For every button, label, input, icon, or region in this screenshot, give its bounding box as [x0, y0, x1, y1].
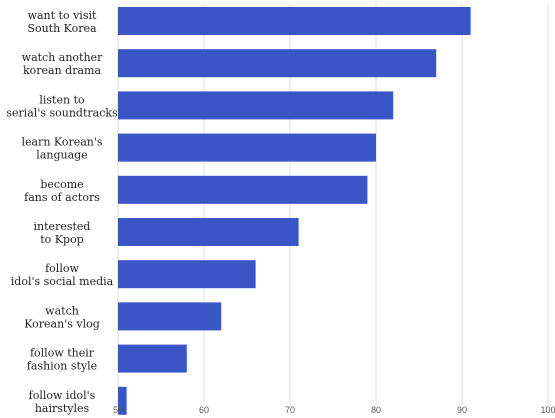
category-label-line: watch	[45, 304, 79, 317]
category-label: follow idol's hairstyles	[29, 389, 96, 415]
bar	[118, 49, 437, 78]
bar	[118, 133, 376, 162]
x-tick-label: 50	[113, 405, 123, 415]
bars	[118, 7, 471, 415]
category-label-line: interested	[34, 220, 91, 233]
category-label-line: want to visit	[28, 9, 97, 22]
category-label-line: idol's social media	[11, 275, 114, 288]
category-label: follow idol's social media	[11, 262, 114, 288]
bar	[118, 344, 187, 373]
bar	[118, 7, 471, 35]
x-tick-label: 80	[371, 405, 381, 415]
x-tick-label: 90	[457, 405, 467, 415]
bar	[118, 260, 256, 289]
category-label-line: follow their	[30, 347, 95, 360]
category-label-line: hairstyles	[35, 402, 90, 415]
category-label: interested to Kpop	[34, 220, 91, 246]
bar	[118, 91, 394, 120]
category-label: want to visit South Korea	[27, 9, 97, 35]
category-label: follow their fashion style	[27, 347, 97, 373]
x-tick-label: 60	[199, 405, 209, 415]
category-label: learn Korean's language	[21, 136, 102, 162]
category-label-line: language	[36, 149, 87, 162]
category-label-line: listen to	[39, 93, 85, 106]
category-label: become fans of actors	[24, 178, 100, 204]
x-tick-label: 70	[285, 405, 295, 415]
category-label: listen to serial's soundtracks	[6, 93, 118, 119]
x-tick-label: 100	[540, 405, 555, 415]
bar	[118, 302, 222, 331]
category-label-line: become	[40, 178, 83, 191]
category-label-line: fans of actors	[24, 191, 100, 204]
category-label: watch Korean's vlog	[24, 304, 100, 330]
category-label-line: fashion style	[27, 360, 97, 373]
bar	[118, 218, 299, 246]
x-axis-ticks: 50 60 70 80 90 100	[113, 405, 555, 415]
category-label-line: Korean's vlog	[24, 317, 100, 330]
category-label-line: to Kpop	[40, 233, 83, 246]
category-label-line: follow	[45, 262, 79, 275]
category-label-line: korean drama	[23, 64, 101, 77]
bar	[118, 386, 127, 415]
bar	[118, 175, 368, 204]
category-label: watch another korean drama	[22, 51, 103, 77]
category-label-line: follow idol's	[29, 389, 96, 402]
category-label-line: South Korea	[27, 22, 97, 35]
category-label-line: serial's soundtracks	[6, 106, 118, 119]
category-label-line: learn Korean's	[21, 136, 102, 149]
category-label-line: watch another	[22, 51, 103, 64]
category-labels: want to visit South Korea watch another kor…	[6, 9, 118, 415]
